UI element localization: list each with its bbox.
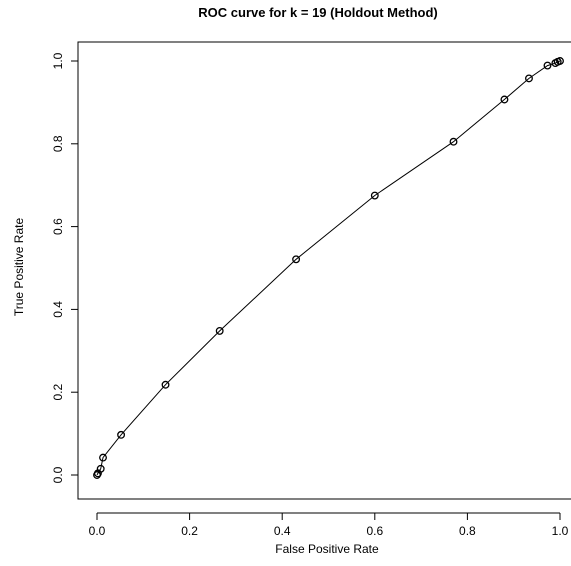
y-axis-label: True Positive Rate bbox=[12, 218, 26, 317]
chart-title: ROC curve for k = 19 (Holdout Method) bbox=[198, 5, 437, 20]
plot-area bbox=[93, 57, 564, 479]
y-tick-label: 0.0 bbox=[51, 466, 65, 483]
x-axis: 0.0 0.2 0.4 0.6 0.8 1.0 bbox=[89, 512, 569, 538]
y-tick-label: 0.4 bbox=[51, 301, 65, 318]
roc-point bbox=[117, 430, 126, 439]
x-tick-label: 1.0 bbox=[552, 524, 569, 538]
roc-point bbox=[556, 57, 564, 65]
plot-frame bbox=[77, 41, 571, 500]
roc-series-line bbox=[96, 60, 561, 476]
roc-point bbox=[500, 95, 509, 104]
y-tick-label: 0.6 bbox=[51, 218, 65, 235]
roc-point bbox=[161, 380, 170, 389]
roc-point bbox=[449, 137, 458, 146]
x-tick-label: 0.4 bbox=[274, 524, 291, 538]
x-tick-label: 0.0 bbox=[89, 524, 106, 538]
roc-point bbox=[292, 255, 301, 264]
x-tick-label: 0.2 bbox=[181, 524, 198, 538]
x-tick-label: 0.6 bbox=[366, 524, 383, 538]
y-tick-label: 0.8 bbox=[51, 135, 65, 152]
y-tick-label: 1.0 bbox=[51, 52, 65, 69]
roc-point bbox=[215, 326, 224, 335]
roc-point bbox=[543, 61, 552, 70]
roc-point bbox=[525, 74, 533, 83]
roc-point bbox=[99, 453, 107, 462]
x-axis-label: False Positive Rate bbox=[275, 542, 379, 556]
roc-point bbox=[370, 191, 379, 200]
y-tick-label: 0.2 bbox=[51, 384, 65, 401]
roc-point bbox=[96, 464, 105, 473]
y-axis: 0.0 0.2 0.4 0.6 0.8 1.0 bbox=[51, 52, 79, 483]
x-tick-label: 0.8 bbox=[459, 524, 476, 538]
